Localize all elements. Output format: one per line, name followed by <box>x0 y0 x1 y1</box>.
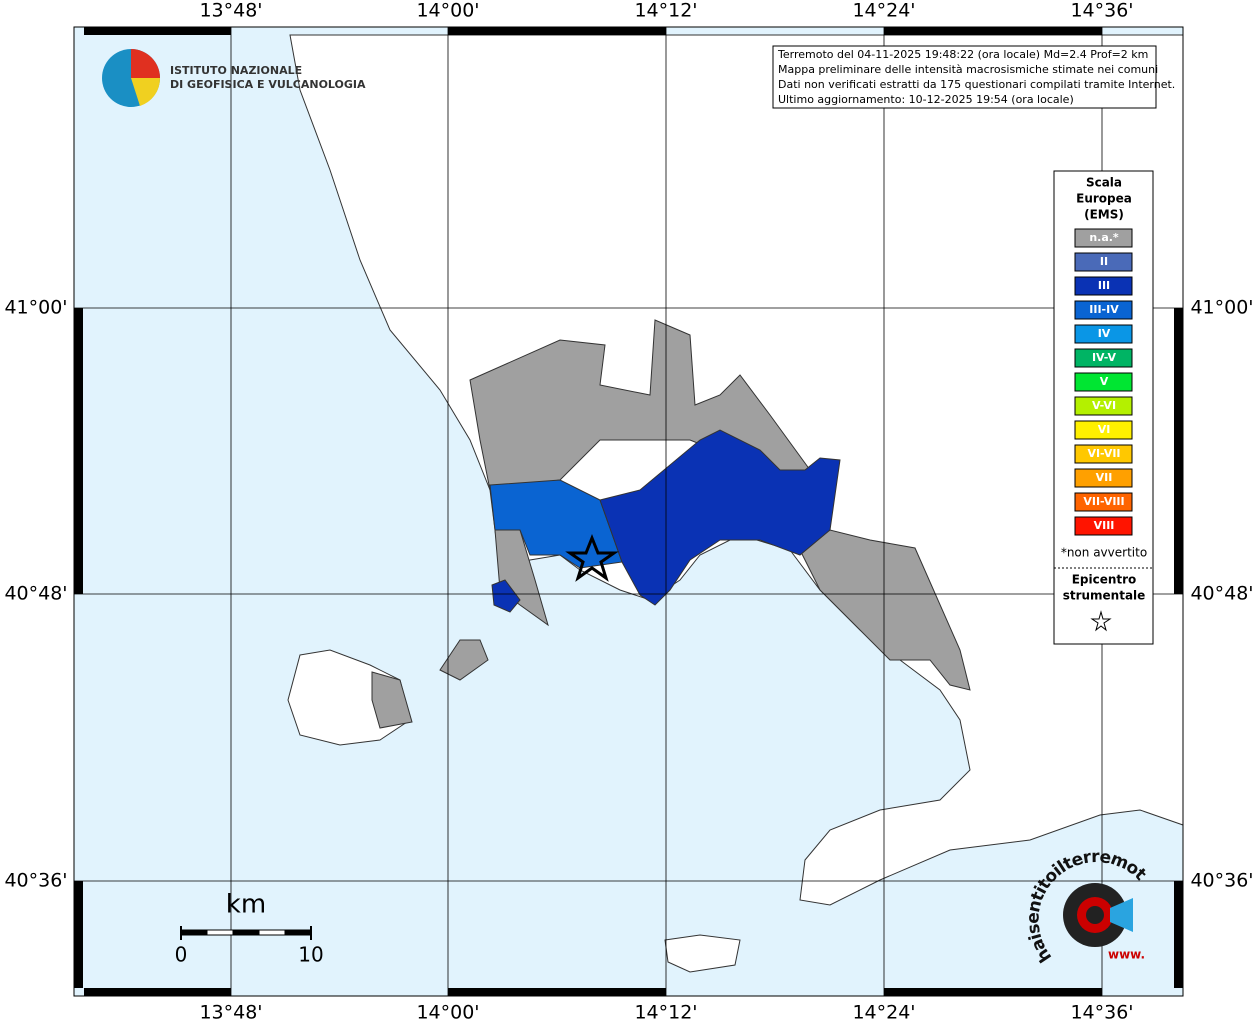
legend-title: (EMS) <box>1084 208 1124 222</box>
legend-label: n.a.* <box>1089 231 1119 244</box>
legend-label: III-IV <box>1089 303 1119 316</box>
border-bar <box>84 27 231 35</box>
land <box>287 34 1184 973</box>
legend-label: VI-VII <box>1087 447 1120 460</box>
legend-label: VIII <box>1094 519 1115 532</box>
legend-swatch <box>1074 372 1133 392</box>
graticule: 13°48' 13°48' 14°00' 14°00' 14°12' 14°12' 14°2… <box>4 0 1253 1024</box>
legend-swatch <box>1074 516 1133 536</box>
lon-label: 14°24' <box>852 0 915 22</box>
scale-segment <box>206 929 234 936</box>
info-box <box>772 45 1157 109</box>
lat-label: 40°36' <box>4 870 67 892</box>
legend-swatch <box>1074 396 1133 416</box>
legend-swatch <box>1074 444 1133 464</box>
legend-label: VI <box>1098 423 1111 436</box>
lon-label: 14°00' <box>416 0 479 22</box>
info-line: Mappa preliminare delle intensità macros… <box>778 63 1158 76</box>
info-line: Ultimo aggiornamento: 10-12-2025 19:54 (… <box>778 93 1074 106</box>
lat-label: 41°00' <box>1190 297 1253 319</box>
legend-label: III <box>1098 279 1110 292</box>
legend-swatch <box>1074 228 1133 248</box>
border-bar <box>84 988 231 996</box>
lat-label: 41°00' <box>4 297 67 319</box>
legend-label: V <box>1100 375 1109 388</box>
logo-segment <box>131 49 160 78</box>
legend-label: IV-V <box>1092 351 1117 364</box>
scale-segment <box>258 929 286 936</box>
legend-star <box>1090 610 1112 632</box>
legend-label: VII-VIII <box>1083 495 1124 508</box>
legend-swatch <box>1074 492 1133 512</box>
legend: ScalaEuropea(EMS)n.a.*IIIIIIII-IVIVIV-VV… <box>1054 176 1153 632</box>
logo-text: ISTITUTO NAZIONALE <box>170 64 302 77</box>
lon-label: 13°48' <box>199 0 262 22</box>
border-bar <box>448 988 666 996</box>
border-bar <box>74 308 83 594</box>
scale-segment <box>284 929 312 936</box>
legend-swatch <box>1074 420 1133 440</box>
scale-label: 0 <box>175 943 188 967</box>
legend-epicenter: strumentale <box>1063 589 1146 603</box>
legend-swatch <box>1074 348 1133 368</box>
border-bar <box>74 881 83 988</box>
frame <box>73 26 1184 997</box>
lon-label: 14°00' <box>416 1002 479 1024</box>
logo-segment <box>131 78 161 106</box>
lat-label: 40°36' <box>1190 870 1253 892</box>
legend-title: Scala <box>1086 176 1122 190</box>
scale-label: 10 <box>298 943 323 967</box>
scale-segment <box>232 929 260 936</box>
badge-www: www. <box>1108 948 1145 962</box>
legend-label: II <box>1100 255 1108 268</box>
scale-segment <box>180 929 208 936</box>
legend-note: *non avvertito <box>1061 546 1147 560</box>
legend-swatch <box>1074 300 1133 320</box>
epicenter-star <box>565 533 619 582</box>
lon-label: 14°12' <box>634 0 697 22</box>
ingv-logo: ISTITUTO NAZIONALE DI GEOFISICA E VULCAN… <box>102 49 366 107</box>
info-text: Terremoto del 04-11-2025 19:48:22 (ora l… <box>777 48 1175 106</box>
border-bar <box>884 988 1102 996</box>
legend-label: V-VI <box>1092 399 1116 412</box>
border-bar <box>884 27 1102 35</box>
logo-text: DI GEOFISICA E VULCANOLOGIA <box>170 78 366 91</box>
border-bar <box>1174 881 1183 988</box>
info-line: Terremoto del 04-11-2025 19:48:22 (ora l… <box>777 48 1148 61</box>
border-bar <box>448 27 666 35</box>
legend-label: VII <box>1096 471 1113 484</box>
legend-title: Europea <box>1076 192 1132 206</box>
legend-swatch <box>1074 252 1133 272</box>
legend-epicenter: Epicentro <box>1072 573 1137 587</box>
lon-label: 14°36' <box>1070 1002 1133 1024</box>
lat-label: 40°48' <box>4 583 67 605</box>
lat-label: 40°48' <box>1190 583 1253 605</box>
legend-swatch <box>1074 468 1133 488</box>
lon-label: 14°36' <box>1070 0 1133 22</box>
lon-label: 14°24' <box>852 1002 915 1024</box>
legend-label: IV <box>1098 327 1111 340</box>
legend-swatch <box>1074 324 1133 344</box>
lon-label: 13°48' <box>199 1002 262 1024</box>
border-bar <box>1174 308 1183 594</box>
scale-unit: km <box>226 890 266 920</box>
lon-label: 14°12' <box>634 1002 697 1024</box>
legend-swatch <box>1074 276 1133 296</box>
badge-speaker <box>1110 898 1133 932</box>
badge-circle <box>1086 906 1104 924</box>
scale-bar: km 0 10 <box>175 890 324 967</box>
info-line: Dati non verificati estratti da 175 ques… <box>778 78 1175 91</box>
